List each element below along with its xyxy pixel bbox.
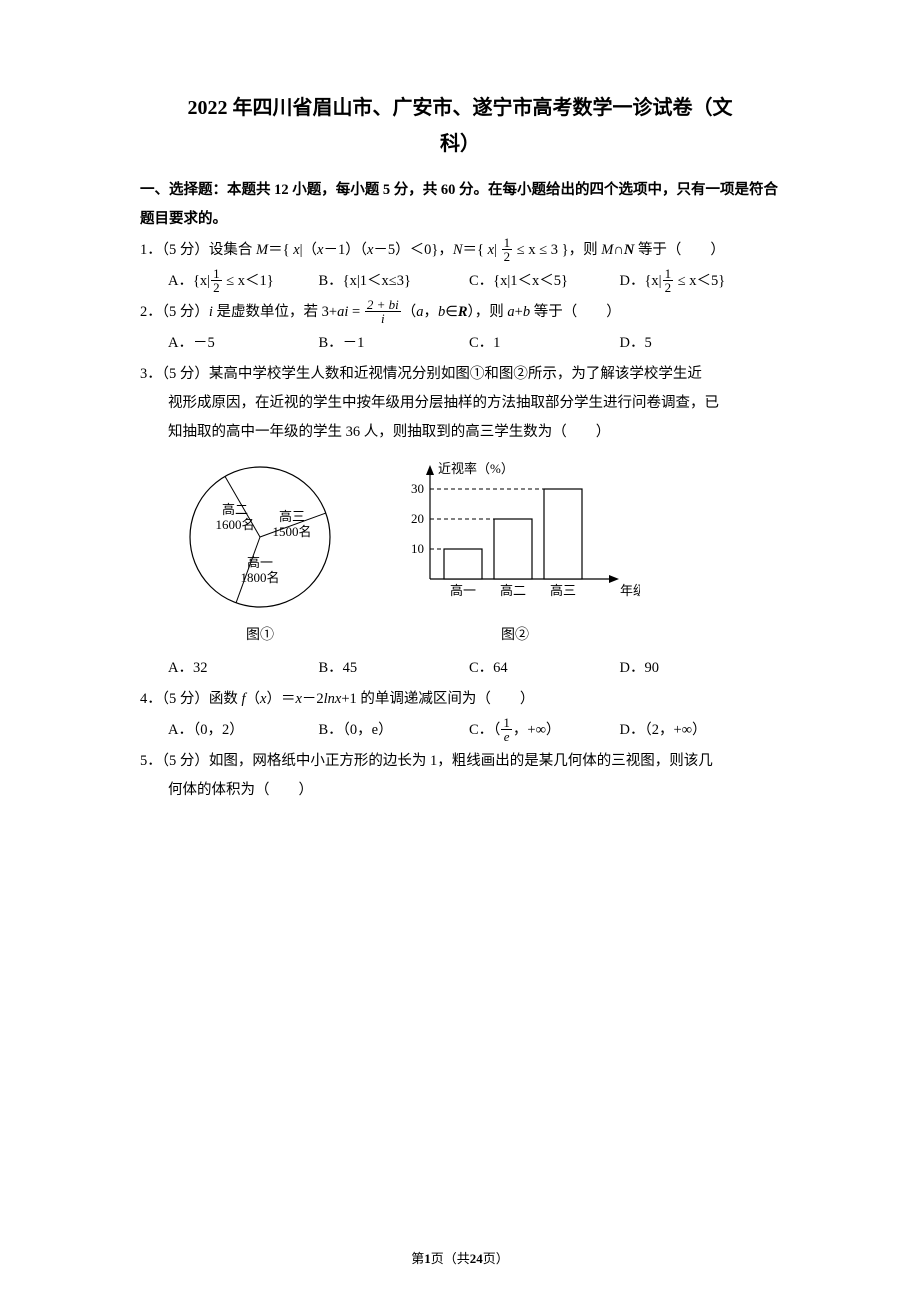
svg-text:20: 20 (411, 511, 424, 526)
q2-choice-A: A．－5 (168, 329, 319, 358)
q1-stem: 1．（5 分）设集合 M＝{ x|（x－1）（x－5）＜0}，N＝{ x| 12… (140, 236, 780, 265)
svg-text:1500名: 1500名 (272, 524, 311, 539)
bar-svg: 近视率（%） 年级 10 20 30 高一 高二 高三 (390, 459, 640, 609)
svg-text:30: 30 (411, 481, 424, 496)
q4-choice-D: D．（2，+∞） (620, 716, 771, 745)
svg-text:1800名: 1800名 (240, 570, 279, 585)
q4-choice-C: C．（1e，+∞） (469, 716, 620, 745)
q3-choices: A．32 B．45 C．64 D．90 (140, 654, 780, 683)
svg-text:高二: 高二 (500, 583, 526, 598)
q1-choice-A: A．{x|12 ≤ x＜1} (168, 267, 319, 296)
svg-text:高一: 高一 (247, 555, 273, 570)
q4-stem: 4．（5 分）函数 f（x）＝x－2lnx+1 的单调递减区间为（ ） (140, 685, 780, 714)
q2-choices: A．－5 B．－1 C．1 D．5 (140, 329, 780, 358)
q2-choice-C: C．1 (469, 329, 620, 358)
q1-choice-D: D．{x|12 ≤ x＜5} (620, 267, 771, 296)
q1-choice-C: C．{x|1＜x＜5} (469, 267, 620, 296)
q2-choice-B: B．－1 (319, 329, 470, 358)
q2-choice-D: D．5 (620, 329, 771, 358)
fig1-label: 图① (180, 622, 340, 650)
svg-text:高三: 高三 (279, 509, 305, 524)
svg-text:高一: 高一 (450, 583, 476, 598)
svg-text:10: 10 (411, 541, 424, 556)
q3-choice-C: C．64 (469, 654, 620, 683)
q3-choice-A: A．32 (168, 654, 319, 683)
title-line2: 科） (440, 133, 480, 155)
title-line1: 2022 年四川省眉山市、广安市、遂宁市高考数学一诊试卷（文 (188, 97, 733, 119)
frac: 2 + bii (365, 298, 401, 326)
section-heading: 一、选择题：本题共 12 小题，每小题 5 分，共 60 分。在每小题给出的四个… (140, 176, 780, 234)
svg-text:高三: 高三 (550, 583, 576, 598)
svg-text:年级: 年级 (620, 583, 640, 598)
svg-text:高二: 高二 (222, 502, 248, 517)
question-3: 3．（5 分）某高中学校学生人数和近视情况分别如图①和图②所示，为了解该学校学生… (140, 360, 780, 683)
question-5: 5．（5 分）如图，网格纸中小正方形的边长为 1，粗线画出的是某几何体的三视图，… (140, 747, 780, 805)
q4-choice-B: B．（0，e） (319, 716, 470, 745)
page-title: 2022 年四川省眉山市、广安市、遂宁市高考数学一诊试卷（文 科） (140, 90, 780, 162)
pie-svg: 高二1600名 高三1500名高一1800名 (180, 459, 340, 609)
q1-choices: A．{x|12 ≤ x＜1} B．{x|1＜x≤3} C．{x|1＜x＜5} D… (140, 267, 780, 296)
pie-chart: 高二1600名 高三1500名高一1800名 图① (180, 459, 340, 650)
svg-text:1600名: 1600名 (215, 517, 254, 532)
figures: 高二1600名高三1500名高一1800名 图① 近视率（%）年级102030高… (140, 459, 780, 650)
svg-text:近视率（%）: 近视率（%） (438, 461, 514, 476)
question-4: 4．（5 分）函数 f（x）＝x－2lnx+1 的单调递减区间为（ ） A．（0… (140, 685, 780, 745)
fig2-label: 图② (390, 622, 640, 650)
page-footer: 第1页（共24页） (70, 1246, 850, 1272)
q2-stem: 2．（5 分）i 是虚数单位，若 3+ai = 2 + bii（a，b∈R），则… (140, 298, 780, 327)
bar-chart: 近视率（%） 年级 10 20 30 高一 高二 高三 图② (390, 459, 640, 650)
q3-stem: 3．（5 分）某高中学校学生人数和近视情况分别如图①和图②所示，为了解该学校学生… (140, 360, 780, 447)
q3-choice-D: D．90 (620, 654, 771, 683)
question-1: 1．（5 分）设集合 M＝{ x|（x－1）（x－5）＜0}，N＝{ x| 12… (140, 236, 780, 296)
frac: 12 (502, 236, 513, 264)
q3-choice-B: B．45 (319, 654, 470, 683)
question-2: 2．（5 分）i 是虚数单位，若 3+ai = 2 + bii（a，b∈R），则… (140, 298, 780, 358)
q4-choices: A．（0，2） B．（0，e） C．（1e，+∞） D．（2，+∞） (140, 716, 780, 745)
q4-choice-A: A．（0，2） (168, 716, 319, 745)
q1-choice-B: B．{x|1＜x≤3} (319, 267, 470, 296)
